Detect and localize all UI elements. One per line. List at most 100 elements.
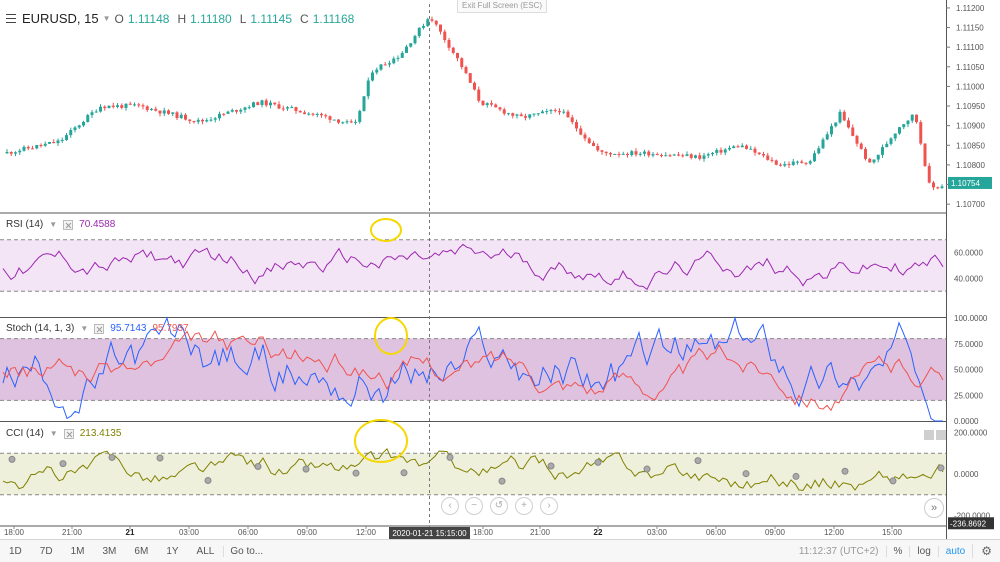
cci-point [400, 469, 408, 477]
candle-body [362, 96, 366, 111]
zoom-in-icon[interactable]: + [515, 497, 533, 515]
pane-maximize-icon[interactable] [936, 430, 946, 440]
candle-body [511, 113, 515, 116]
candle-body [804, 162, 808, 164]
candle-body [383, 64, 387, 66]
candle-body [366, 80, 370, 97]
main-legend: EURUSD, 15 ▼ O 1.11148 H 1.11180 L 1.11145 … [6, 11, 358, 26]
candle-body [69, 130, 73, 136]
candle-body [294, 107, 298, 112]
candle-body [681, 155, 685, 157]
rsi-axis-label: 40.0000 [954, 274, 983, 283]
menu-icon[interactable] [6, 14, 16, 23]
candle-body [817, 148, 821, 154]
candle-body [345, 121, 349, 123]
candle-body [324, 115, 328, 117]
candle-body [209, 119, 213, 121]
candle-body [770, 159, 774, 161]
chevron-down-icon[interactable]: ▼ [49, 220, 58, 229]
candle-body [281, 108, 285, 110]
pane-move-up-icon[interactable] [924, 430, 934, 440]
time-axis-label: 03:00 [647, 528, 668, 537]
double-chevron-icon[interactable]: » [924, 498, 944, 518]
candle-body [9, 151, 13, 154]
candle-body [600, 150, 604, 152]
candle-body [167, 110, 170, 114]
auto-toggle[interactable]: auto [937, 545, 972, 557]
candle-body [762, 154, 765, 156]
chevron-down-icon[interactable]: ▼ [80, 324, 89, 333]
candle-body [541, 111, 544, 114]
candle-body [868, 158, 872, 163]
candle-body [141, 105, 145, 107]
price-axis-label: 1.10850 [956, 141, 985, 150]
candle-body [107, 105, 111, 109]
candle-body [783, 164, 787, 166]
candle-body [426, 19, 430, 27]
candle-body [494, 104, 498, 108]
candle-body [179, 114, 183, 119]
candle-body [927, 165, 931, 183]
rsi-value: 70.4588 [79, 219, 116, 230]
gear-icon[interactable]: ⚙ [972, 544, 1000, 558]
candle-body [303, 112, 306, 114]
candle-body [468, 73, 472, 83]
range-3m[interactable]: 3M [102, 545, 117, 557]
candle-body [715, 149, 719, 153]
price-axis-label: 1.11200 [956, 4, 985, 13]
rsi-title[interactable]: RSI (14) [6, 219, 44, 230]
candle-body [587, 138, 591, 143]
stoch-d-value: 95.7937 [152, 323, 189, 334]
chevron-down-icon[interactable]: ▼ [102, 14, 111, 23]
candle-body [570, 117, 574, 123]
range-1d[interactable]: 1D [9, 545, 22, 557]
cci-title[interactable]: CCI (14) [6, 428, 44, 439]
percent-toggle[interactable]: % [885, 545, 910, 557]
cci-point [643, 465, 651, 473]
candle-body [201, 119, 204, 122]
candle-body [910, 114, 914, 121]
range-1y[interactable]: 1Y [166, 545, 179, 557]
candle-body [120, 105, 124, 108]
range-all[interactable]: ALL [196, 545, 215, 557]
candle-body [22, 146, 26, 151]
chevron-right-icon[interactable]: › [540, 497, 558, 515]
rsi-axis-label: 60.0000 [954, 249, 983, 258]
candle-body [549, 110, 553, 112]
candle-body [685, 154, 689, 156]
stoch-d-line [2, 329, 944, 412]
close-icon[interactable] [94, 323, 105, 334]
exit-fullscreen-button[interactable]: Exit Full Screen (ESC) [457, 0, 548, 13]
candle-body [230, 109, 234, 112]
cci-point [498, 477, 506, 485]
chevron-down-icon[interactable]: ▼ [49, 429, 58, 438]
reset-icon[interactable]: ↺ [490, 497, 508, 515]
zoom-out-icon[interactable]: − [465, 497, 483, 515]
chart-canvas[interactable]: 1.11200 1.11150 1.11100 1.11050 1.11000 1.109… [0, 0, 1000, 539]
candle-body [52, 142, 56, 144]
log-toggle[interactable]: log [909, 545, 937, 557]
candle-body [579, 128, 583, 135]
chevron-left-icon[interactable]: ‹ [441, 497, 459, 515]
candle-body [451, 47, 455, 53]
goto-button[interactable]: Go to... [223, 545, 269, 557]
clock-label: 11:12:37 (UTC+2) [798, 545, 879, 557]
range-1m[interactable]: 1M [70, 545, 85, 557]
candle-body [698, 155, 702, 159]
time-axis-label: 18:00 [4, 528, 25, 537]
candle-body [481, 100, 485, 106]
candle-body [740, 145, 744, 148]
cci-point [841, 467, 849, 475]
time-axis-label: 22 [594, 528, 603, 537]
candle-body [5, 151, 9, 154]
close-icon[interactable] [63, 219, 74, 230]
candle-body [464, 67, 468, 74]
close-icon[interactable] [63, 428, 74, 439]
range-6m[interactable]: 6M [134, 545, 149, 557]
candle-body [18, 150, 22, 153]
cci-axis-label: 0.0000 [954, 470, 979, 479]
range-7d[interactable]: 7D [39, 545, 53, 557]
candle-body [885, 143, 889, 148]
symbol-label[interactable]: EURUSD, 15 [22, 11, 99, 26]
stoch-title[interactable]: Stoch (14, 1, 3) [6, 323, 75, 334]
